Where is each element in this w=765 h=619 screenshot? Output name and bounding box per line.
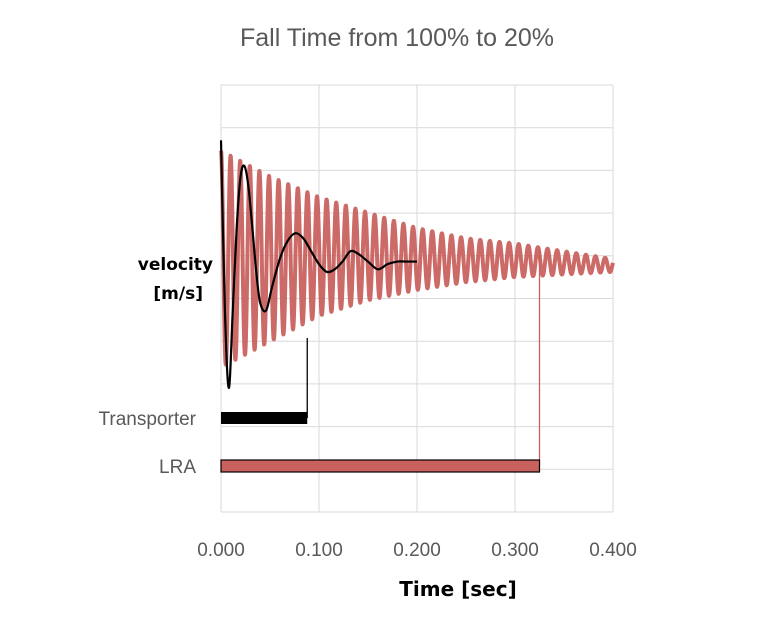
x-tick-label: 0.000 (197, 540, 245, 561)
series-line-transporter (219, 140, 417, 390)
x-tick-label: 0.200 (393, 540, 441, 561)
y-axis-label-line-1: velocity (138, 255, 213, 275)
series-line-lra (219, 150, 615, 367)
chart-title: Fall Time from 100% to 20% (240, 24, 554, 52)
y-axis-label-line-2: [m/s] (153, 284, 203, 304)
fall-time-bars: Transporter LRA (99, 250, 541, 478)
category-label-lra: LRA (159, 457, 196, 478)
series-transporter (219, 140, 417, 390)
x-tick-labels: 0.000 0.100 0.200 0.300 0.400 (197, 540, 637, 561)
category-label-transporter: Transporter (99, 409, 197, 430)
series-lra (219, 150, 615, 367)
x-tick-label: 0.300 (491, 540, 539, 561)
x-tick-label: 0.400 (589, 540, 637, 561)
y-axis-label: velocity [m/s] (138, 255, 213, 304)
grid (220, 84, 614, 513)
bar-lra (220, 459, 541, 473)
x-tick-label: 0.100 (295, 540, 343, 561)
x-axis-label: Time [sec] (399, 577, 516, 601)
bar-transporter (221, 412, 308, 424)
